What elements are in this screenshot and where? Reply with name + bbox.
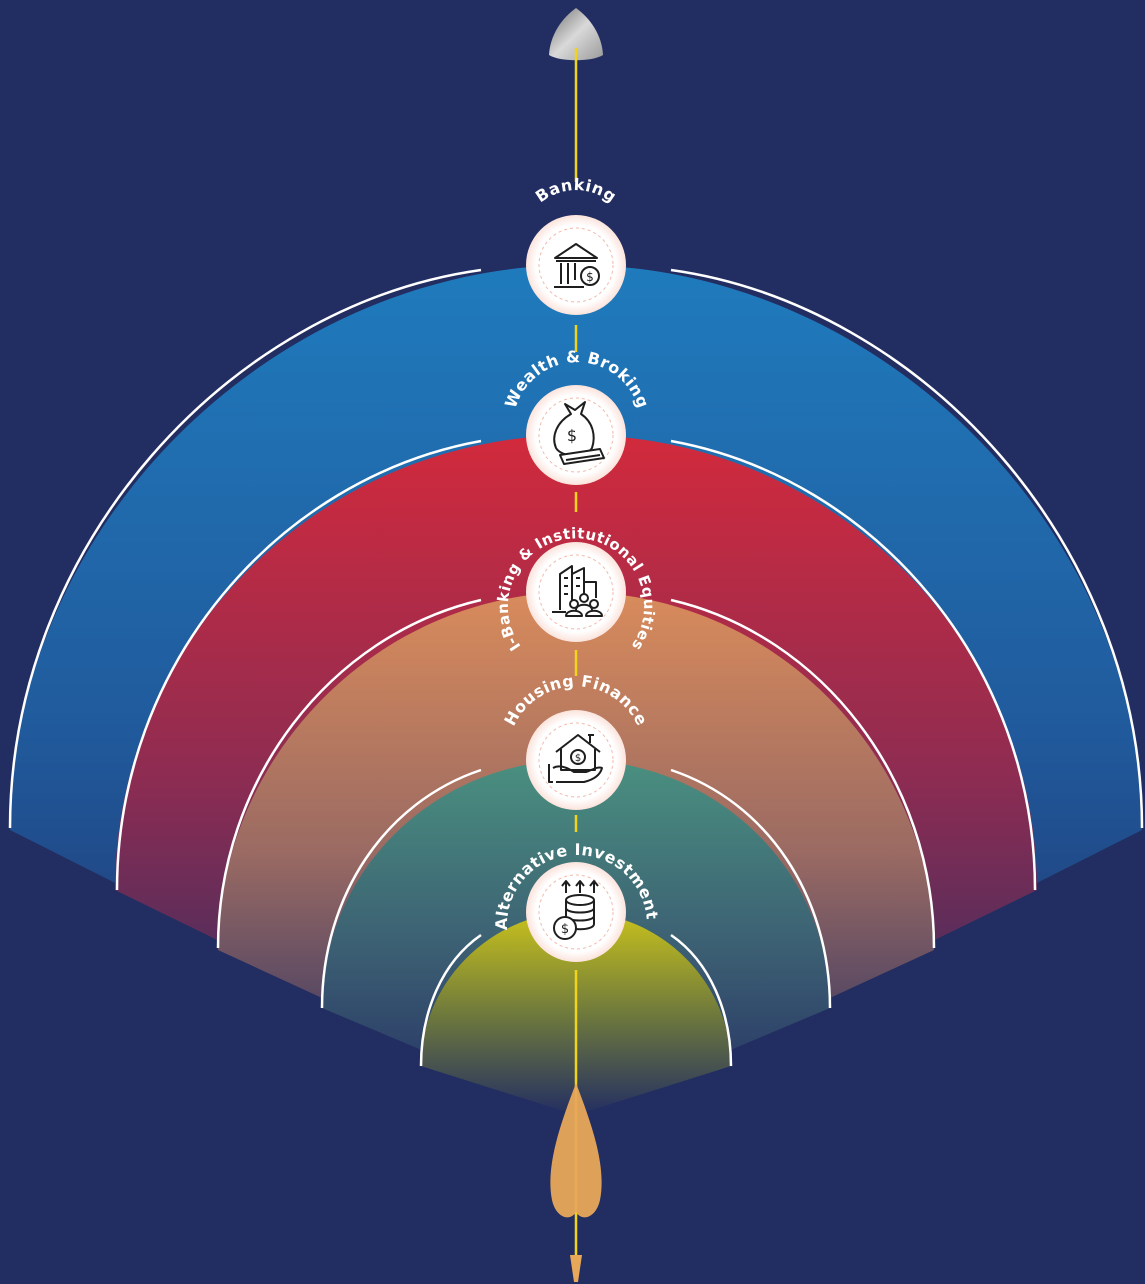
bank-icon: $ <box>554 243 600 288</box>
badge-wealth: $ <box>526 385 626 485</box>
coins-growth-icon: $ <box>553 880 599 940</box>
arrow-head-icon <box>549 8 603 61</box>
badge-housing: $ <box>526 710 626 810</box>
svg-text:$: $ <box>575 753 581 764</box>
svg-text:$: $ <box>561 922 569 937</box>
office-buildings-icon <box>552 565 603 617</box>
house-in-hand-icon: $ <box>548 734 603 783</box>
label-banking: Banking <box>532 175 620 206</box>
badge-ibanking <box>526 542 626 642</box>
badge-banking: $ <box>526 215 626 315</box>
arrow-fletching-icon <box>550 1083 602 1218</box>
central-arrow <box>549 8 603 1282</box>
svg-text:$: $ <box>586 270 594 284</box>
badge-alternative: $ <box>526 862 626 962</box>
money-bag-icon: $ <box>553 401 605 465</box>
svg-text:$: $ <box>567 426 577 445</box>
